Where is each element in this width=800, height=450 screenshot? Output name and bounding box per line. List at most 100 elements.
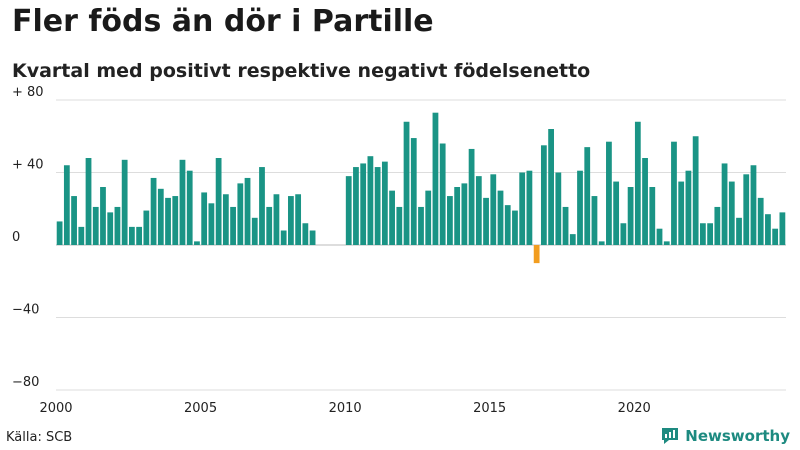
- bar: [186, 170, 193, 245]
- newsworthy-logo-icon: [662, 428, 679, 444]
- gridlines: [56, 99, 786, 391]
- bar: [302, 223, 309, 245]
- bar: [114, 206, 121, 245]
- bar: [461, 183, 468, 246]
- bar: [707, 223, 713, 245]
- bar: [353, 167, 359, 245]
- chart-subtitle: Kvartal med positivt respektive negativt…: [12, 60, 591, 82]
- bar: [389, 190, 395, 246]
- bar: [663, 241, 670, 246]
- bar: [504, 205, 511, 246]
- bar: [497, 190, 504, 246]
- bar: [671, 141, 677, 245]
- bar: [577, 170, 583, 245]
- bar: [201, 192, 208, 245]
- bar: [678, 181, 685, 245]
- x-tick-label: 2010: [329, 401, 362, 416]
- bar: [244, 177, 251, 245]
- source-note: Källa: SCB: [6, 430, 73, 445]
- bar: [699, 223, 706, 245]
- bar: [107, 212, 114, 246]
- bar: [345, 176, 352, 246]
- x-tick-label: 2005: [184, 401, 217, 416]
- bar: [548, 129, 554, 245]
- bar: [591, 196, 598, 245]
- brand-logo: Newsworthy: [660, 426, 790, 446]
- bar: [634, 121, 641, 245]
- bar: [475, 176, 482, 246]
- y-tick-label: + 40: [12, 158, 44, 173]
- bar: [396, 206, 403, 245]
- bar: [208, 203, 215, 245]
- x-tick-label: 2000: [39, 401, 72, 416]
- bar: [656, 228, 663, 245]
- bar: [649, 187, 656, 245]
- bar: [360, 163, 367, 245]
- bar: [150, 177, 157, 245]
- bar: [750, 165, 757, 245]
- bar: [63, 165, 70, 245]
- bar: [251, 217, 258, 245]
- bar: [295, 194, 302, 245]
- bar: [490, 174, 497, 245]
- y-tick-label: 0: [12, 230, 20, 245]
- x-tick-label: 2020: [618, 401, 651, 416]
- chart-title: Fler föds än dör i Partille: [12, 4, 434, 39]
- bar: [237, 183, 244, 246]
- bar: [374, 167, 381, 245]
- bar: [598, 241, 605, 246]
- bar: [381, 161, 388, 246]
- bar: [215, 158, 222, 245]
- bar: [418, 206, 424, 245]
- bar: [194, 241, 200, 246]
- bar: [757, 197, 764, 246]
- bar: [721, 163, 728, 245]
- bar: [526, 170, 533, 245]
- bar: [85, 158, 92, 245]
- bar: [136, 226, 143, 246]
- x-tick-label: 2015: [473, 401, 506, 416]
- bar: [555, 172, 562, 245]
- bar: [157, 188, 164, 245]
- bar: [728, 181, 735, 245]
- bar: [642, 158, 648, 245]
- y-tick-label: −80: [12, 375, 39, 390]
- bar: [779, 212, 786, 246]
- bar: [367, 156, 374, 245]
- bar: [280, 230, 287, 245]
- bar: [129, 226, 135, 246]
- bar: [78, 226, 85, 246]
- bar: [432, 112, 439, 245]
- bar: [692, 136, 699, 245]
- bar: [772, 228, 779, 245]
- y-tick-label: −40: [12, 303, 39, 318]
- bar: [266, 206, 273, 245]
- bar: [100, 187, 106, 245]
- bar: [540, 145, 547, 245]
- bars: [56, 112, 786, 264]
- bar: [172, 196, 179, 245]
- bar: [685, 170, 692, 245]
- bar: [533, 245, 540, 264]
- bar: [288, 196, 294, 245]
- y-tick-label: + 80: [12, 85, 44, 100]
- bar: [447, 196, 453, 245]
- bar: [179, 159, 186, 245]
- bar: [121, 159, 128, 245]
- bar: [410, 138, 417, 245]
- bar: [584, 147, 591, 246]
- bar: [92, 206, 99, 245]
- bar: [620, 223, 627, 245]
- bar: [71, 196, 77, 245]
- bar: [143, 210, 150, 245]
- bar: [222, 194, 229, 245]
- bar: [743, 174, 750, 245]
- bar: [562, 206, 569, 245]
- bar: [273, 194, 280, 245]
- x-axis-ticks: 2000 2005 2010 2015 2020: [39, 401, 650, 416]
- bar: [519, 172, 526, 245]
- bar: [569, 234, 576, 246]
- y-axis-ticks: + 80 + 40 0 −40 −80: [12, 85, 44, 390]
- bar: [425, 190, 432, 246]
